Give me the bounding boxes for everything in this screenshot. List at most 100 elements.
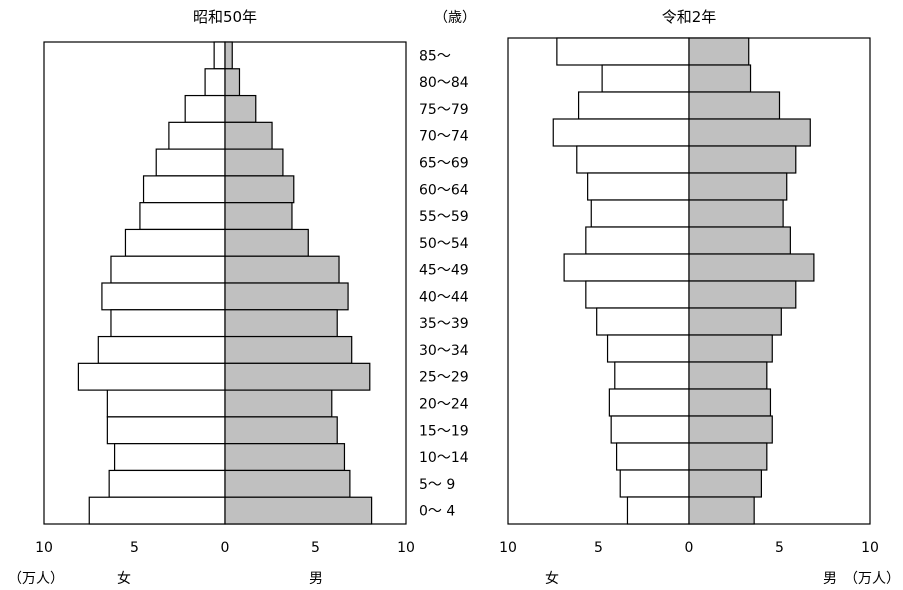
right-unit-label: （万人）: [844, 571, 900, 587]
left-male-bar: [224, 362, 371, 391]
left-female-bar: [110, 309, 226, 338]
right-male-bar: [688, 334, 773, 363]
left-male-bar: [224, 148, 284, 177]
left-female-bar: [155, 148, 226, 177]
left-female-bar: [124, 228, 226, 257]
left-male-bar: [224, 175, 295, 204]
right-x-tick-label: 10: [499, 540, 517, 556]
right-female-bar: [601, 64, 690, 93]
right-male-bar: [688, 442, 768, 471]
right-male-bar: [688, 145, 797, 174]
left-male-bar: [224, 443, 346, 472]
left-male-bar: [224, 41, 233, 70]
right-male-bar: [688, 172, 788, 201]
right-female-bar: [614, 361, 690, 390]
right-male-bar: [688, 253, 815, 282]
left-female-bar: [88, 496, 226, 525]
left-x-tick-label: 0: [221, 540, 230, 556]
right-x-tick-label: 10: [861, 540, 879, 556]
left-bars-group: [77, 41, 373, 525]
left-male-bar: [224, 255, 340, 284]
right-male-label: 男: [823, 571, 837, 587]
age-group-label: 85～: [419, 48, 451, 64]
left-male-bar: [224, 94, 257, 123]
right-female-bar: [587, 172, 690, 201]
left-female-bar: [139, 202, 226, 231]
left-male-bar: [224, 496, 373, 525]
left-x-ticks-group: 10 5 0 5 10: [35, 540, 415, 556]
age-axis-label: （歳）: [434, 10, 476, 26]
right-chart-title: 令和2年: [662, 8, 717, 26]
right-male-bar: [688, 361, 768, 390]
right-female-bar: [610, 415, 690, 444]
left-male-bar: [224, 202, 293, 231]
left-female-bar: [113, 443, 226, 472]
right-male-bar: [688, 37, 750, 66]
age-group-label: 55～59: [419, 209, 469, 225]
left-female-bar: [110, 255, 226, 284]
right-male-bar: [688, 64, 752, 93]
left-female-bar: [108, 469, 226, 498]
left-male-bar: [224, 469, 351, 498]
right-female-bar: [596, 307, 690, 336]
right-x-tick-label: 0: [685, 540, 694, 556]
right-female-bar: [585, 280, 690, 309]
age-group-label: 20～24: [419, 397, 469, 413]
age-group-label: 40～44: [419, 289, 469, 305]
left-male-bar: [224, 335, 353, 364]
age-group-label: 25～29: [419, 370, 469, 386]
age-group-label: 45～49: [419, 263, 469, 279]
left-female-bar: [168, 121, 226, 150]
right-male-bar: [688, 118, 811, 147]
left-female-bar: [142, 175, 226, 204]
right-x-tick-label: 5: [775, 540, 784, 556]
age-group-label: 30～34: [419, 343, 469, 359]
right-female-bar: [626, 496, 690, 525]
age-group-label: 80～84: [419, 75, 469, 91]
left-unit-label: （万人）: [8, 571, 64, 587]
right-female-bar: [608, 388, 690, 417]
age-group-label: 75～79: [419, 102, 469, 118]
age-group-label: 0～ 4: [419, 504, 455, 520]
left-female-bar: [106, 389, 226, 418]
right-female-bar: [552, 118, 690, 147]
left-x-tick-label: 10: [35, 540, 53, 556]
left-chart-title: 昭和50年: [193, 8, 257, 26]
right-female-bar: [606, 334, 690, 363]
left-female-bar: [204, 68, 226, 97]
age-group-label: 70～74: [419, 129, 469, 145]
right-female-label: 女: [545, 570, 559, 587]
left-male-bar: [224, 228, 309, 257]
age-group-label: 5～ 9: [419, 477, 455, 493]
left-female-bar: [213, 41, 226, 70]
right-male-bar: [688, 469, 763, 498]
left-male-bar: [224, 416, 338, 445]
left-male-bar: [224, 282, 349, 311]
left-male-bar: [224, 68, 241, 97]
left-female-label: 女: [117, 570, 131, 587]
age-group-label: 50～54: [419, 236, 469, 252]
left-male-bar: [224, 121, 273, 150]
right-bars-group: [552, 37, 815, 525]
right-male-bar: [688, 307, 782, 336]
right-male-bar: [688, 280, 797, 309]
age-labels-group: 85～ 80～84 75～79 70～74 65～69 60～64 55～59 50～54 45…: [419, 48, 469, 519]
left-male-label: 男: [309, 571, 323, 587]
age-group-label: 35～39: [419, 316, 469, 332]
right-female-bar: [556, 37, 690, 66]
right-female-bar: [619, 469, 690, 498]
left-x-tick-label: 5: [311, 540, 320, 556]
right-male-bar: [688, 226, 791, 255]
right-female-bar: [576, 145, 690, 174]
left-female-bar: [77, 362, 226, 391]
left-female-bar: [184, 94, 226, 123]
left-x-tick-label: 10: [397, 540, 415, 556]
right-male-bar: [688, 91, 781, 120]
right-female-bar: [563, 253, 690, 282]
age-group-label: 10～14: [419, 450, 469, 466]
age-group-label: 15～19: [419, 423, 469, 439]
right-male-bar: [688, 388, 772, 417]
left-x-tick-label: 5: [130, 540, 139, 556]
left-female-bar: [97, 335, 226, 364]
